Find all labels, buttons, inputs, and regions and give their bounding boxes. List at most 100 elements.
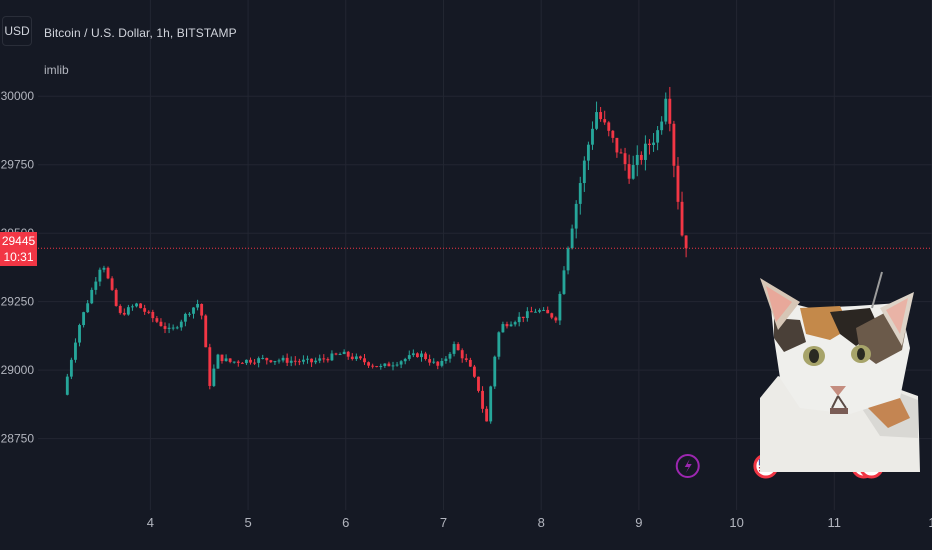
candle-body	[326, 359, 330, 361]
currency-button[interactable]: USD	[2, 16, 32, 46]
candle-body	[656, 130, 660, 143]
candle-body	[78, 325, 81, 343]
x-tick-label: 8	[538, 515, 545, 530]
candle-body	[619, 152, 623, 154]
candle-body	[411, 353, 415, 356]
last-price-label: 29445 10:31	[0, 232, 37, 266]
candle-body	[354, 356, 358, 360]
candle-body	[86, 303, 90, 313]
lightning-event-icon[interactable]	[675, 454, 700, 478]
candle-body	[131, 306, 134, 308]
candle-body	[595, 112, 598, 129]
x-tick-label: 7	[440, 515, 447, 530]
candle-body	[424, 353, 427, 360]
candle-body	[603, 119, 607, 123]
candle-body	[489, 386, 493, 422]
candle-body	[261, 357, 265, 359]
candle-body	[407, 355, 411, 359]
x-tick-label: 11	[828, 515, 842, 530]
candle-body	[273, 361, 277, 363]
candle-body	[297, 361, 301, 363]
candle-body	[391, 365, 395, 367]
candle-body	[346, 351, 350, 357]
candle-body	[436, 361, 440, 366]
candle-body	[440, 360, 444, 366]
candle-body	[509, 324, 513, 327]
candle-body	[485, 408, 489, 422]
symbol-title[interactable]: Bitcoin / U.S. Dollar, 1h, BITSTAMP	[44, 26, 237, 40]
candle-body	[196, 303, 200, 308]
candle-body	[448, 353, 452, 359]
candle-body	[253, 362, 257, 364]
candle-body	[371, 365, 375, 367]
candle-body	[586, 144, 590, 161]
candle-body	[232, 361, 236, 363]
candle-body	[623, 153, 627, 165]
candle-body	[648, 143, 651, 146]
candle-body	[249, 359, 252, 363]
candle-body	[342, 351, 346, 355]
candle-body	[452, 344, 456, 354]
candle-body	[676, 165, 680, 202]
candle-body	[521, 316, 525, 319]
candle-body	[167, 327, 171, 329]
candle-body	[558, 293, 562, 321]
candle-body	[367, 362, 370, 366]
candle-body	[155, 318, 159, 322]
candle-body	[415, 353, 419, 358]
candle-body	[599, 112, 603, 120]
indicator-label[interactable]: imlib	[44, 63, 69, 77]
candle-body	[314, 360, 318, 363]
candle-body	[513, 322, 517, 325]
candle-body	[460, 350, 464, 359]
candle-body	[139, 303, 143, 309]
candle-body	[224, 358, 228, 362]
candle-body	[179, 321, 183, 328]
candle-body	[403, 358, 407, 362]
candle-body	[668, 98, 672, 124]
candle-body	[464, 358, 468, 360]
candle-body	[562, 270, 566, 294]
y-tick-label: 29000	[1, 363, 35, 377]
candle-body	[517, 316, 521, 323]
candle-body	[90, 289, 94, 304]
candle-body	[529, 311, 533, 313]
candle-body	[69, 359, 73, 377]
candle-body	[611, 130, 615, 138]
candle-body	[481, 390, 484, 409]
candle-body	[147, 311, 151, 313]
candle-body	[338, 354, 342, 356]
candle-body	[672, 123, 676, 166]
candle-body	[200, 303, 204, 316]
candle-body	[126, 307, 130, 315]
candle-body	[615, 137, 619, 153]
candle-body	[607, 122, 611, 131]
candle-body	[208, 347, 212, 386]
cat-image	[760, 268, 932, 472]
candle-body	[245, 359, 248, 364]
candle-body	[106, 267, 110, 279]
candle-body	[281, 357, 285, 361]
candle-body	[387, 363, 391, 367]
candle-body	[639, 154, 643, 160]
candle-body	[74, 342, 77, 360]
candle-body	[582, 160, 586, 184]
candle-body	[525, 311, 529, 319]
candle-body	[395, 364, 399, 366]
candle-body	[664, 98, 668, 122]
candle-body	[432, 361, 436, 363]
candle-body	[627, 164, 631, 179]
candle-body	[468, 359, 472, 367]
candle-body	[236, 361, 240, 363]
candle-body	[359, 356, 362, 359]
candle-body	[151, 311, 155, 319]
candle-body	[289, 360, 293, 363]
candle-body	[428, 359, 432, 363]
candle-body	[159, 321, 163, 327]
candle-body	[652, 142, 655, 146]
candle-body	[538, 310, 541, 312]
candle-body	[175, 327, 179, 329]
candle-body	[477, 376, 480, 391]
candle-body	[188, 313, 191, 315]
x-tick-label: 1	[928, 515, 932, 530]
